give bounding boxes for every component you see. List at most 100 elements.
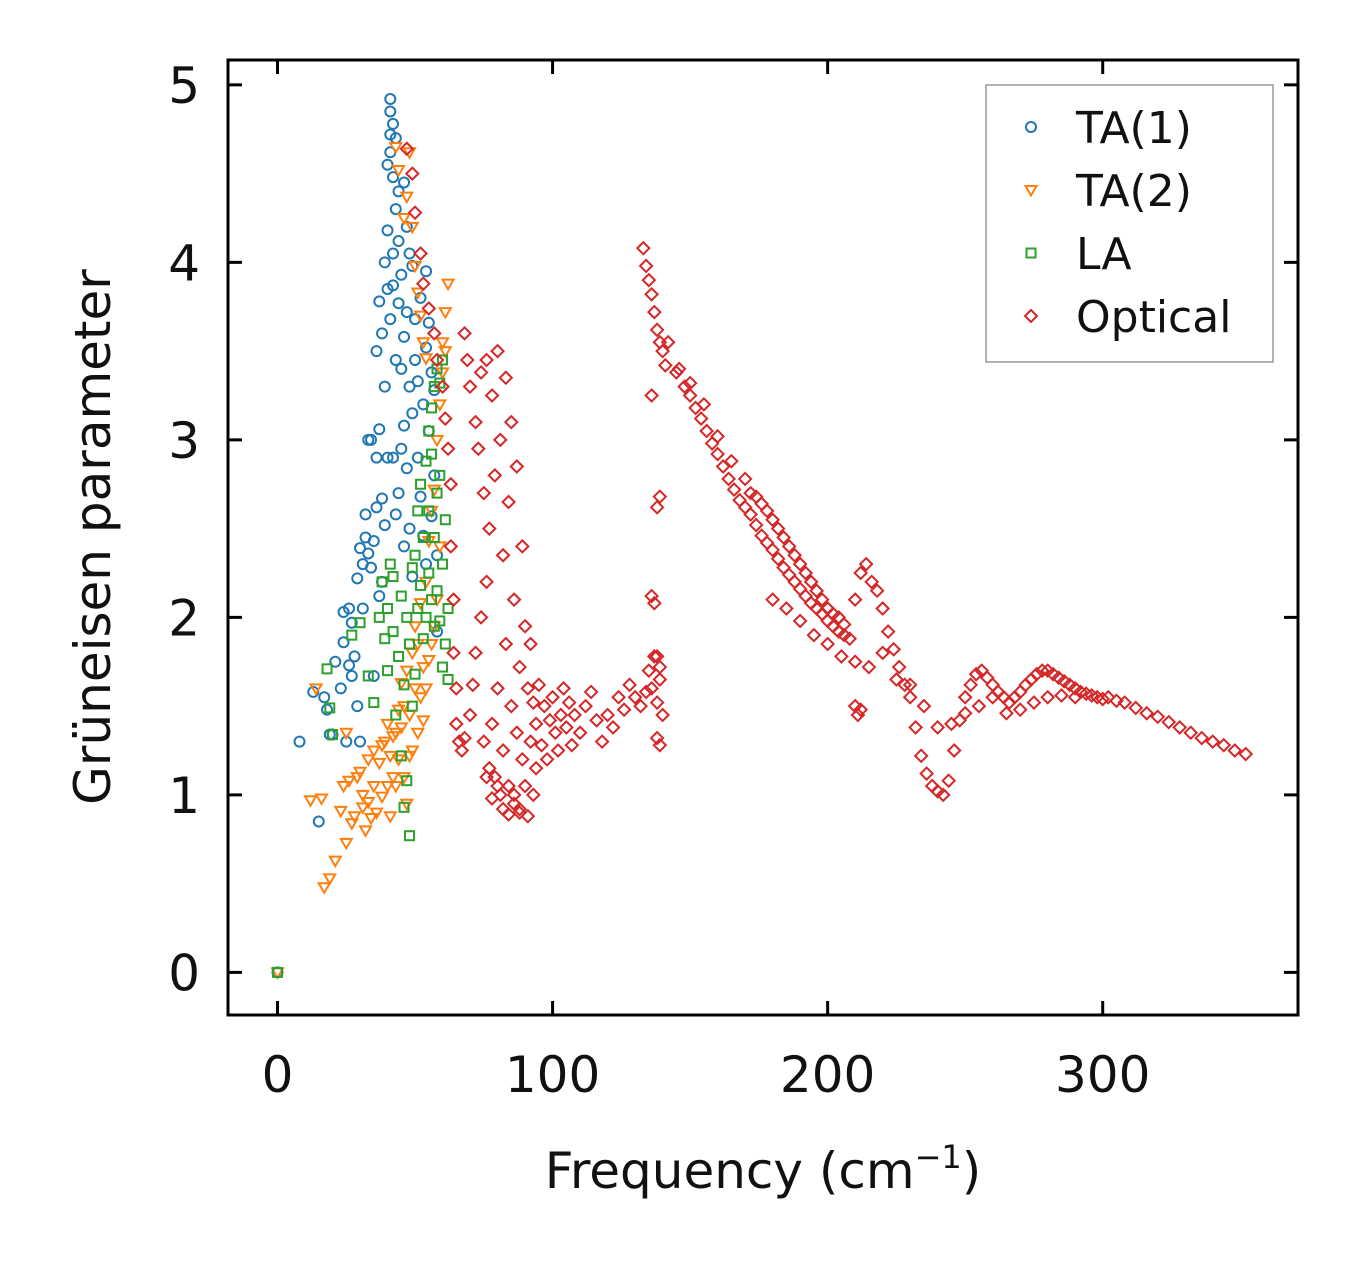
point-optical: [649, 499, 665, 515]
point-optical: [842, 631, 858, 647]
point-ta-2: [336, 781, 351, 794]
point-ta-1: [381, 224, 394, 237]
point-la: [401, 775, 413, 787]
point-optical: [553, 707, 569, 723]
point-ta-2: [416, 337, 431, 350]
point-optical: [512, 805, 527, 821]
point-ta-1: [365, 433, 378, 446]
point-optical: [710, 428, 726, 444]
point-optical: [759, 503, 775, 519]
point-ta-1: [312, 815, 325, 828]
point-optical: [435, 379, 450, 395]
point-optical: [1109, 693, 1124, 709]
y-tick-label: 2: [168, 589, 200, 647]
point-la: [395, 590, 407, 602]
plot-area: [270, 93, 1254, 980]
point-optical: [578, 698, 593, 714]
point-optical: [481, 521, 497, 537]
point-ta-1: [343, 659, 356, 672]
point-la: [434, 615, 446, 627]
point-la: [409, 549, 421, 561]
point-optical: [704, 436, 720, 451]
point-optical: [641, 663, 657, 679]
point-optical: [484, 388, 500, 403]
point-ta-2: [308, 683, 324, 696]
point-optical: [594, 734, 610, 750]
point-optical: [902, 689, 918, 705]
point-ta-2: [416, 715, 431, 728]
point-optical: [999, 705, 1014, 721]
point-optical: [908, 720, 924, 735]
point-ta-2: [339, 727, 354, 741]
point-optical: [1034, 663, 1050, 679]
point-optical: [1095, 691, 1111, 707]
point-ta-2: [317, 882, 332, 895]
point-optical: [836, 617, 852, 632]
point-la: [384, 558, 396, 570]
point-optical: [462, 379, 478, 395]
point-optical: [853, 565, 869, 581]
point-ta-1: [373, 295, 386, 308]
point-optical: [622, 677, 638, 693]
point-optical: [710, 446, 726, 462]
point-optical: [723, 453, 739, 469]
point-la: [415, 478, 427, 490]
point-ta-1: [348, 650, 361, 663]
point-optical: [798, 588, 814, 604]
point-la: [420, 611, 432, 623]
point-la: [423, 567, 435, 579]
point-la: [404, 638, 416, 650]
point-optical: [503, 414, 519, 430]
point-la: [420, 455, 432, 467]
point-optical: [649, 322, 665, 338]
point-optical: [787, 574, 803, 590]
point-ta-1: [354, 542, 367, 555]
point-optical: [820, 636, 836, 652]
point-optical: [495, 547, 511, 563]
point-optical: [517, 618, 533, 634]
point-optical: [1150, 709, 1166, 725]
point-optical: [465, 677, 481, 693]
point-optical: [498, 370, 514, 386]
point-optical: [1067, 689, 1083, 705]
point-ta-1: [389, 353, 402, 366]
point-ta-1: [373, 423, 386, 436]
point-optical: [798, 565, 814, 581]
point-la: [426, 402, 438, 414]
point-optical: [506, 787, 522, 803]
point-la: [431, 487, 443, 499]
point-la: [423, 425, 435, 437]
point-ta-1: [395, 442, 408, 455]
point-optical: [985, 689, 1001, 705]
point-ta-2: [396, 701, 412, 714]
point-ta-2: [418, 353, 434, 366]
point-ta-2: [385, 772, 401, 785]
point-ta-2: [396, 212, 412, 226]
point-optical: [1012, 702, 1028, 718]
point-optical: [528, 716, 544, 732]
legend-marker-la: [1025, 247, 1037, 259]
point-optical: [479, 574, 494, 590]
point-ta-2: [394, 722, 409, 735]
point-ta-1: [387, 117, 400, 130]
point-optical: [743, 507, 759, 522]
point-optical: [652, 672, 668, 687]
point-optical: [572, 725, 588, 741]
point-ta-1: [356, 602, 369, 615]
point-la: [428, 532, 440, 543]
point-optical: [875, 645, 891, 661]
point-optical: [850, 707, 866, 723]
point-optical: [1194, 730, 1210, 746]
point-optical: [611, 689, 627, 705]
point-optical: [682, 388, 698, 403]
point-optical: [1216, 737, 1232, 753]
point-optical: [564, 737, 580, 753]
point-optical: [448, 680, 464, 696]
x-tick-label: 100: [505, 1046, 600, 1104]
point-ta-2: [372, 757, 387, 771]
point-ta-2: [380, 781, 395, 794]
point-ta-1: [387, 279, 400, 292]
point-ta-1: [398, 330, 411, 343]
point-ta-1: [343, 602, 356, 615]
point-optical: [847, 592, 863, 608]
